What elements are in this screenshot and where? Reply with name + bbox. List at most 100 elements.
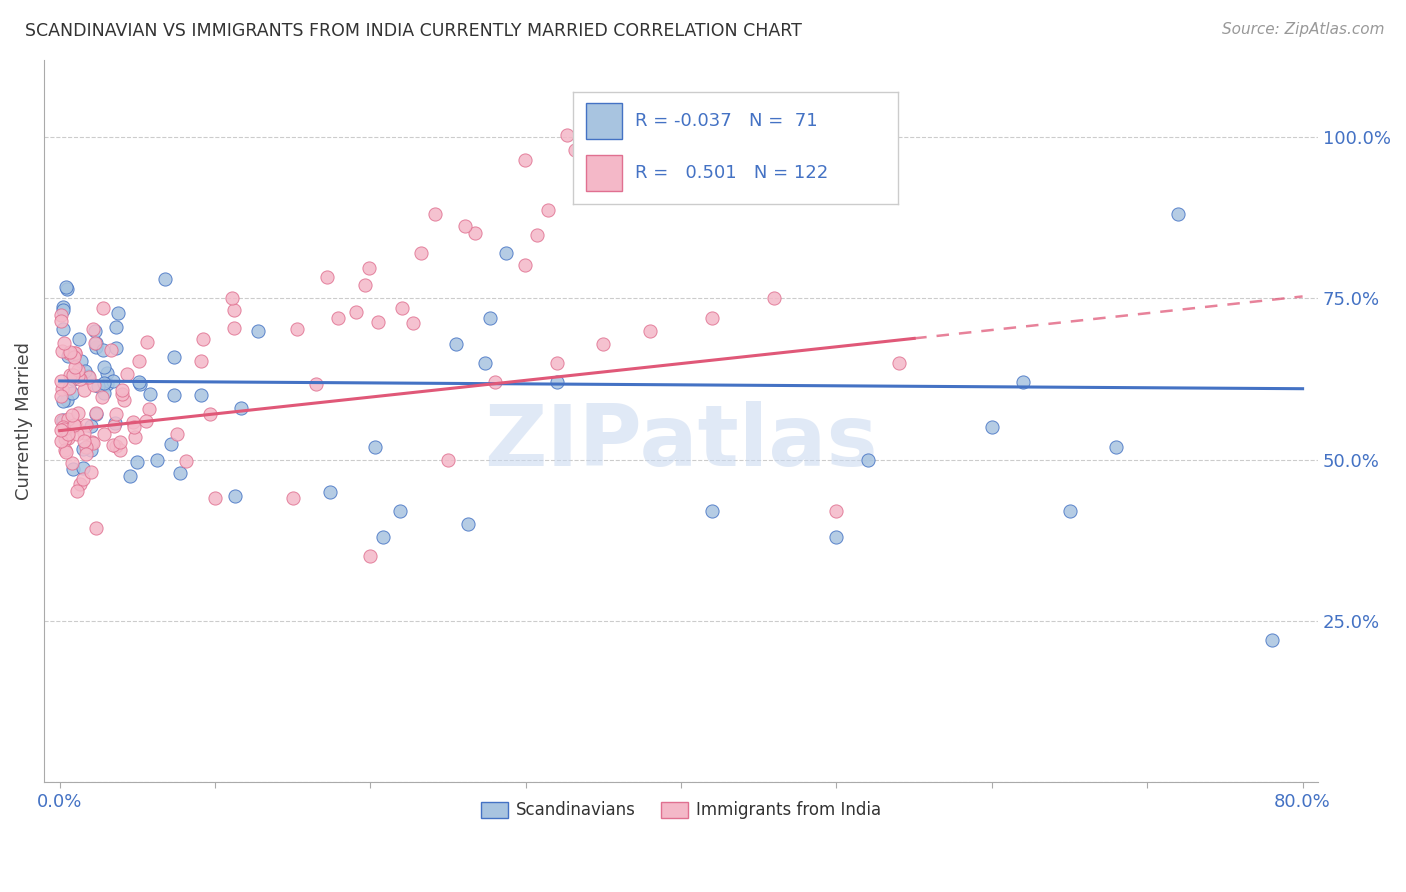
Point xyxy=(513,258,536,272)
Point xyxy=(84,407,107,421)
Point xyxy=(980,420,1002,434)
Point xyxy=(93,360,115,375)
Point xyxy=(621,172,644,186)
Point xyxy=(856,452,879,467)
Point xyxy=(702,310,724,325)
Point xyxy=(128,376,150,390)
Point xyxy=(72,442,94,457)
Point xyxy=(391,301,413,315)
Point xyxy=(56,427,79,442)
Point xyxy=(546,376,568,390)
Point xyxy=(55,282,77,296)
Point xyxy=(474,356,496,370)
Point xyxy=(52,300,75,314)
Point xyxy=(198,407,221,421)
Point xyxy=(73,383,96,397)
Point xyxy=(564,143,586,157)
Point xyxy=(222,302,245,317)
Point xyxy=(887,356,910,370)
Point xyxy=(51,413,73,427)
Point xyxy=(139,386,162,401)
Point xyxy=(65,418,87,433)
Point xyxy=(1167,207,1189,221)
Point xyxy=(1105,440,1128,454)
Point xyxy=(63,346,86,360)
Point xyxy=(53,432,76,446)
Point xyxy=(145,452,167,467)
Point xyxy=(107,306,129,320)
Point xyxy=(87,378,110,392)
Point xyxy=(53,336,76,351)
Point xyxy=(56,393,79,408)
Point xyxy=(637,154,659,169)
Point xyxy=(364,440,387,454)
Point xyxy=(359,549,381,564)
Point xyxy=(70,354,93,368)
Point xyxy=(62,368,84,383)
Point xyxy=(75,447,97,461)
Point xyxy=(135,335,157,350)
Point xyxy=(56,350,79,364)
Point xyxy=(60,408,83,422)
Point xyxy=(59,368,82,383)
Point xyxy=(444,336,467,351)
Point xyxy=(454,219,477,233)
Point xyxy=(224,489,246,503)
Point xyxy=(69,372,91,386)
Point xyxy=(153,272,176,286)
Point xyxy=(84,406,107,420)
Point xyxy=(52,414,75,428)
Point xyxy=(69,476,91,491)
Point xyxy=(115,368,138,382)
Point xyxy=(638,324,661,338)
Point xyxy=(128,354,150,368)
Point xyxy=(166,426,188,441)
Point xyxy=(702,504,724,518)
Point xyxy=(305,377,328,392)
Point xyxy=(63,350,86,364)
Point xyxy=(190,388,212,402)
Point xyxy=(344,305,367,319)
Point xyxy=(93,426,115,441)
Point xyxy=(52,394,75,409)
Point xyxy=(163,350,186,364)
Point xyxy=(124,430,146,444)
Point xyxy=(122,419,145,434)
Point xyxy=(592,336,614,351)
Point xyxy=(582,117,605,131)
Point xyxy=(77,368,100,383)
Point xyxy=(75,364,97,378)
Point xyxy=(825,504,848,518)
Point xyxy=(204,491,226,506)
Point xyxy=(121,415,143,429)
Point xyxy=(138,401,160,416)
Point xyxy=(51,434,73,449)
Point xyxy=(80,465,103,479)
Point xyxy=(763,291,786,305)
Point xyxy=(105,341,128,355)
Point xyxy=(55,280,77,294)
Point xyxy=(73,426,96,441)
Point xyxy=(100,343,122,357)
Point xyxy=(51,382,73,396)
Point xyxy=(105,320,128,334)
Point xyxy=(159,437,181,451)
Point xyxy=(52,413,75,427)
Point xyxy=(411,246,433,260)
Point xyxy=(105,439,128,453)
Point xyxy=(174,454,197,468)
Legend: Scandinavians, Immigrants from India: Scandinavians, Immigrants from India xyxy=(474,795,887,826)
Point xyxy=(103,438,125,452)
Point xyxy=(246,324,269,338)
Point xyxy=(53,422,76,436)
Point xyxy=(513,153,536,167)
Point xyxy=(84,335,107,350)
Point xyxy=(52,303,75,318)
Point xyxy=(222,321,245,335)
Point xyxy=(79,443,101,458)
Point xyxy=(105,407,128,421)
Point xyxy=(55,445,77,459)
Point xyxy=(66,484,89,499)
Point xyxy=(60,386,83,401)
Point xyxy=(72,460,94,475)
